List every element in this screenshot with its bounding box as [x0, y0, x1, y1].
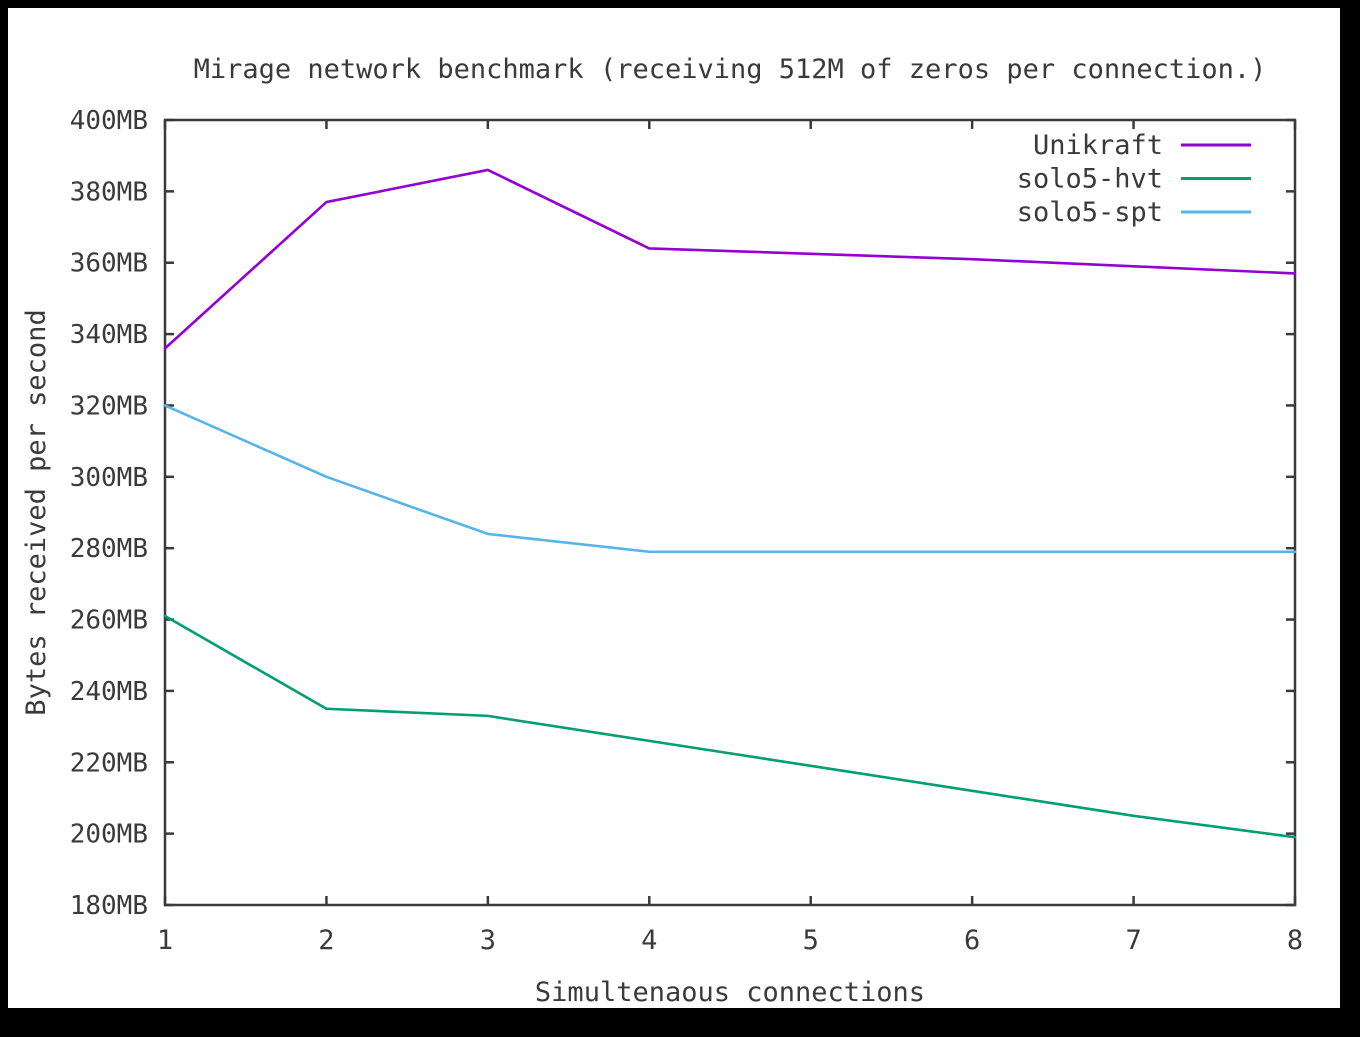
series-line-solo5-hvt [163, 614, 1297, 839]
y-tick-label: 320MB [70, 391, 148, 421]
x-tick-label: 5 [803, 925, 819, 956]
y-tick-label: 240MB [70, 677, 148, 707]
x-tick-label: 4 [641, 925, 657, 956]
y-tick-label: 220MB [70, 748, 148, 778]
y-tick-label: 340MB [70, 320, 148, 350]
legend-label-solo5-spt: solo5-spt [1017, 197, 1163, 228]
y-tick-label: 380MB [70, 177, 148, 207]
series-line-unikraft [163, 168, 1297, 350]
chart-title: Mirage network benchmark (receiving 512M… [194, 54, 1267, 85]
plot-border [163, 118, 1297, 907]
x-axis-label: Simultenaous connections [535, 977, 925, 1008]
y-tick-label: 200MB [70, 820, 148, 850]
y-tick-label: 360MB [70, 249, 148, 279]
y-tick-label: 180MB [70, 891, 148, 921]
x-tick-label: 1 [157, 925, 173, 956]
x-tick-label: 6 [964, 925, 980, 956]
legend-label-solo5-hvt: solo5-hvt [1017, 164, 1163, 195]
y-tick-label: 300MB [70, 463, 148, 493]
y-axis-label: Bytes received per second [21, 309, 52, 715]
x-tick-label: 8 [1287, 925, 1303, 956]
series-line-solo5-spt [163, 404, 1297, 554]
legend-label-unikraft: Unikraft [1033, 130, 1163, 161]
x-tick-label: 3 [480, 925, 496, 956]
plot-canvas [8, 8, 1340, 1008]
x-tick-label: 2 [318, 925, 334, 956]
y-tick-label: 260MB [70, 606, 148, 636]
y-tick-label: 400MB [70, 106, 148, 136]
y-tick-label: 280MB [70, 534, 148, 564]
x-tick-label: 7 [1125, 925, 1141, 956]
